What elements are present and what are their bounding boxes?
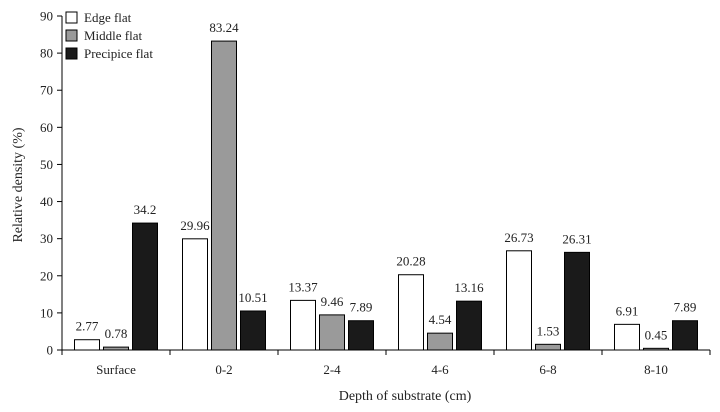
- bar-middle-flat: [535, 343, 561, 351]
- data-label: 29.96: [180, 218, 210, 233]
- bar-edge-flat: [614, 323, 640, 351]
- x-tick-label: 0-2: [215, 362, 232, 377]
- bar-edge-flat: [182, 238, 208, 351]
- x-tick-label: 4-6: [431, 362, 449, 377]
- y-tick-label: 90: [40, 9, 53, 24]
- bar-edge-flat: [290, 299, 316, 351]
- data-label: 7.89: [350, 300, 373, 315]
- data-label: 26.31: [562, 231, 591, 246]
- x-tick-label: Surface: [96, 362, 136, 377]
- bar-middle-flat: [643, 347, 669, 351]
- bar-middle-flat: [103, 346, 129, 351]
- bar-precipice-flat: [132, 222, 158, 351]
- x-axis-title: Depth of substrate (cm): [339, 389, 472, 404]
- bar-precipice-flat: [456, 300, 482, 351]
- data-label: 0.78: [105, 326, 128, 341]
- bar-middle-flat: [427, 332, 453, 351]
- legend-swatch: [65, 11, 78, 24]
- data-label: 9.46: [321, 294, 344, 309]
- y-tick-label: 20: [40, 268, 53, 283]
- y-tick-label: 0: [47, 343, 54, 358]
- bar-edge-flat: [74, 339, 100, 351]
- data-label: 2.77: [76, 319, 99, 334]
- data-label: 0.45: [645, 327, 668, 342]
- y-tick-label: 60: [40, 120, 53, 135]
- data-label: 20.28: [396, 254, 425, 269]
- x-axis: Surface 0-2 2-4 4-6 6-8 8-10: [61, 349, 711, 377]
- data-label: 13.16: [454, 280, 484, 295]
- data-label: 34.2: [134, 202, 157, 217]
- y-tick-label: 40: [40, 194, 53, 209]
- data-label: 6.91: [616, 303, 639, 318]
- bar-middle-flat: [211, 40, 237, 351]
- y-axis: 0 10 20 30 40 50 60 70 80 90: [40, 9, 63, 358]
- x-tick-label: 2-4: [323, 362, 341, 377]
- legend-label: Middle flat: [84, 28, 143, 43]
- data-labels: 2.77 0.78 34.2 29.96 83.24 10.51 13.379.46 7.89…: [76, 20, 697, 342]
- y-tick-label: 10: [40, 305, 53, 320]
- bar-middle-flat: [319, 314, 345, 351]
- x-tick-label: 6-8: [539, 362, 556, 377]
- y-axis-title: Relative density (%): [11, 127, 26, 242]
- legend-label: Precipice flat: [84, 46, 153, 61]
- legend: Edge flat Middle flat Precipice flat: [65, 10, 153, 61]
- y-tick-label: 80: [40, 46, 53, 61]
- x-tick-label: 8-10: [644, 362, 668, 377]
- y-tick-label: 70: [40, 83, 53, 98]
- bars: [74, 40, 698, 351]
- data-label: 7.89: [674, 300, 697, 315]
- data-label: 10.51: [238, 290, 267, 305]
- data-label: 13.37: [288, 279, 318, 294]
- legend-swatch: [65, 29, 78, 42]
- data-label: 83.24: [209, 20, 239, 35]
- data-label: 4.54: [429, 312, 452, 327]
- bar-precipice-flat: [564, 251, 590, 351]
- legend-swatch: [65, 47, 78, 60]
- data-label: 26.73: [504, 230, 533, 245]
- bar-edge-flat: [506, 250, 532, 351]
- y-tick-label: 30: [40, 231, 53, 246]
- bar-precipice-flat: [348, 320, 374, 351]
- bar-edge-flat: [398, 274, 424, 351]
- bar-precipice-flat: [240, 310, 266, 351]
- data-label: 1.53: [537, 323, 560, 338]
- legend-label: Edge flat: [84, 10, 132, 25]
- y-tick-label: 50: [40, 157, 53, 172]
- bar-precipice-flat: [672, 320, 698, 351]
